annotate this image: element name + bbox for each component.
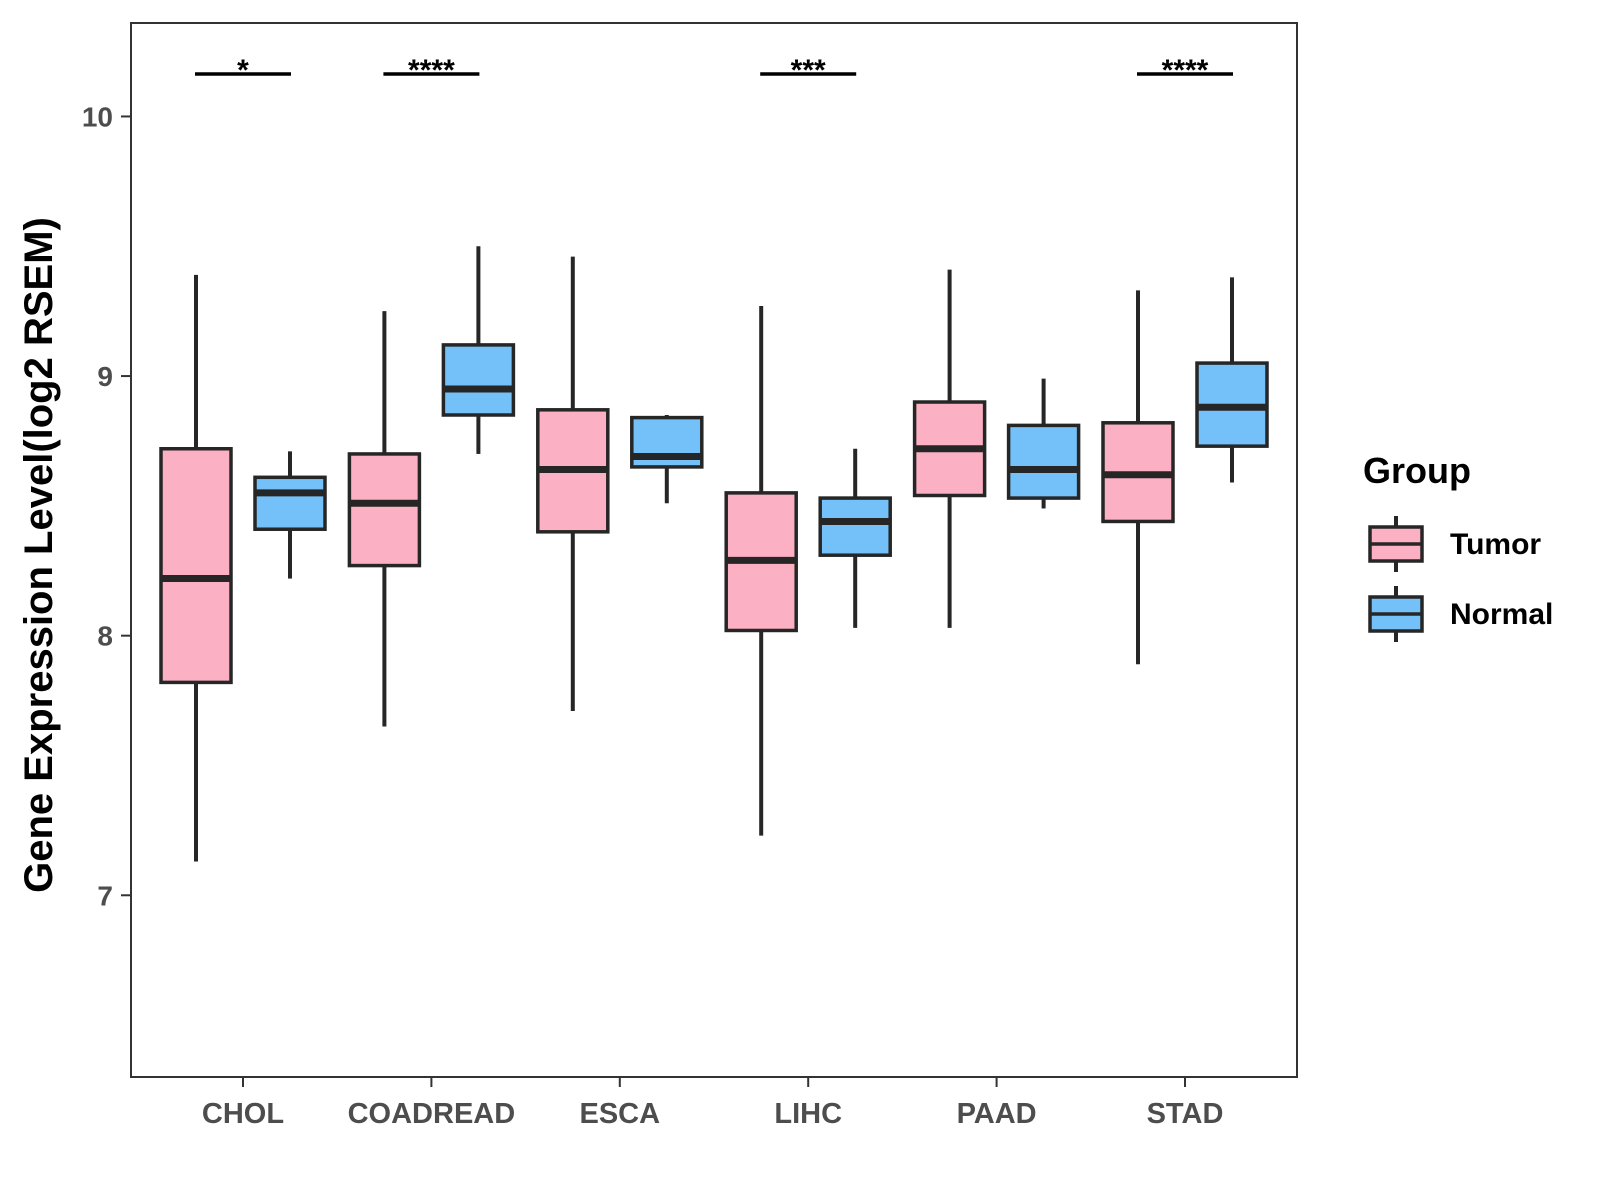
box-iqr bbox=[818, 496, 892, 557]
box-normal-stad bbox=[1195, 277, 1269, 483]
x-tick-label: STAD bbox=[1147, 1098, 1224, 1130]
x-tick-label: ESCA bbox=[580, 1098, 661, 1130]
y-tick-label: 9 bbox=[97, 361, 113, 392]
box-tumor-coadread bbox=[347, 311, 422, 727]
box-tumor-stad bbox=[1101, 290, 1175, 665]
plot-panel bbox=[130, 22, 1298, 1078]
x-tick-label: COADREAD bbox=[348, 1098, 516, 1130]
legend-title: Group bbox=[1363, 450, 1471, 491]
y-axis-title: Gene Expression Level(log2 RSEM) bbox=[17, 217, 61, 893]
x-tick-label: LIHC bbox=[774, 1098, 842, 1130]
box-iqr bbox=[347, 452, 422, 568]
box-normal-paad bbox=[1006, 378, 1081, 509]
box-normal-esca bbox=[630, 415, 704, 504]
legend-label: Normal bbox=[1450, 598, 1553, 631]
boxes-layer bbox=[159, 246, 1269, 862]
significance-label: * bbox=[237, 54, 249, 87]
box-iqr bbox=[441, 343, 516, 417]
x-tick-label: CHOL bbox=[202, 1098, 284, 1130]
box-tumor-esca bbox=[536, 256, 610, 711]
box-normal-coadread bbox=[441, 246, 516, 454]
box-iqr bbox=[253, 475, 327, 531]
legend-label: Tumor bbox=[1450, 528, 1541, 561]
legend-item-normal: Normal bbox=[1368, 586, 1553, 642]
box-tumor-paad bbox=[912, 269, 987, 628]
significance-coadread: **** bbox=[383, 54, 480, 87]
box-iqr bbox=[1006, 423, 1081, 500]
box-normal-lihc bbox=[818, 448, 892, 628]
box-iqr bbox=[159, 447, 233, 685]
significance-lihc: *** bbox=[760, 54, 857, 87]
significance-label: **** bbox=[408, 54, 455, 87]
y-tick-label: 10 bbox=[82, 101, 113, 132]
x-tick-label: PAAD bbox=[957, 1098, 1037, 1130]
significance-chol: * bbox=[195, 54, 291, 87]
y-tick-label: 8 bbox=[97, 621, 113, 652]
significance-stad: **** bbox=[1137, 54, 1233, 87]
y-tick-label: 7 bbox=[97, 880, 113, 911]
axes-layer: 7 8 9 10 CHOL COADREAD ESCA LIHC PAAD STAD bbox=[82, 101, 1224, 1130]
significance-layer: * **** *** **** bbox=[195, 54, 1233, 87]
legend-item-tumor: Tumor bbox=[1368, 516, 1541, 572]
box-tumor-lihc bbox=[724, 305, 798, 836]
significance-label: *** bbox=[791, 54, 826, 87]
significance-label: **** bbox=[1162, 54, 1209, 87]
legend: Group Tumor Normal bbox=[1363, 450, 1553, 642]
panel-border bbox=[130, 22, 1298, 1078]
box-normal-chol bbox=[253, 451, 327, 579]
box-tumor-chol bbox=[159, 274, 233, 862]
